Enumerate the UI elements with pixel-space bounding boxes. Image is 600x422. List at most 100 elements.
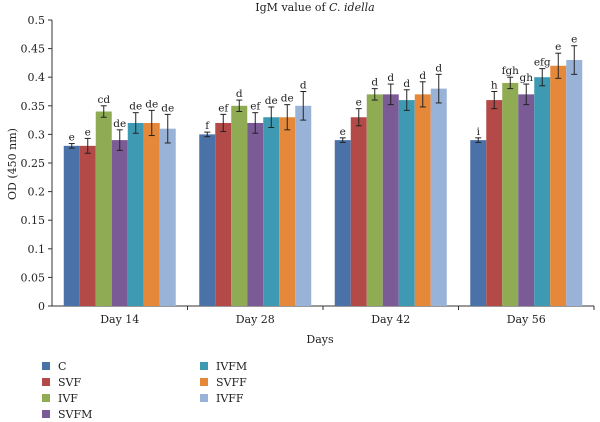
bar bbox=[399, 100, 415, 306]
bar bbox=[231, 106, 247, 306]
significance-label: cd bbox=[97, 94, 110, 106]
bar bbox=[415, 94, 431, 306]
bar bbox=[502, 83, 518, 306]
y-tick-label: 0.05 bbox=[21, 271, 46, 284]
legend-label: SVFM bbox=[58, 408, 92, 421]
bar bbox=[534, 77, 550, 306]
significance-label: de bbox=[281, 93, 294, 105]
significance-label: e bbox=[69, 132, 75, 144]
chart-title-prefix: IgM value of bbox=[255, 1, 329, 14]
y-tick-label: 0.4 bbox=[28, 71, 46, 84]
bar bbox=[486, 100, 502, 306]
legend-label: C bbox=[58, 360, 66, 373]
chart-title: IgM value of C. idella bbox=[255, 1, 374, 14]
legend-swatch bbox=[42, 362, 50, 370]
significance-label: d bbox=[403, 78, 410, 90]
y-tick-label: 0.45 bbox=[21, 43, 46, 56]
legend-item: SVF bbox=[42, 376, 81, 389]
bar bbox=[128, 123, 144, 306]
legend-swatch bbox=[200, 378, 208, 386]
bar bbox=[550, 66, 566, 306]
bar bbox=[351, 117, 367, 306]
significance-label: gh bbox=[520, 72, 534, 84]
significance-label: d bbox=[387, 72, 394, 84]
legend-label: SVF bbox=[58, 376, 81, 389]
legend-item: IVFF bbox=[200, 392, 244, 405]
y-tick-label: 0.25 bbox=[21, 157, 46, 170]
chart: IgM value of C. idella 0 0.05 0.1 0.15 0.2 0.… bbox=[0, 0, 600, 422]
bar bbox=[470, 140, 486, 306]
legend: C SVF IVF SVFM IVFM SVFF IVFF bbox=[42, 360, 247, 421]
bar bbox=[295, 106, 311, 306]
y-tick-label: 0.5 bbox=[28, 14, 46, 27]
significance-label: de bbox=[129, 101, 142, 113]
plot-area: 0 0.05 0.1 0.15 0.2 0.25 0.3 0.35 0.4 0.45 0.5 Day … bbox=[21, 14, 595, 326]
chart-title-species: C. idella bbox=[329, 1, 375, 14]
y-tick-label: 0.15 bbox=[21, 214, 46, 227]
legend-label: IVF bbox=[58, 392, 78, 405]
significance-label: e bbox=[571, 34, 577, 46]
legend-label: SVFF bbox=[216, 376, 247, 389]
bar bbox=[518, 94, 534, 306]
legend-swatch bbox=[200, 394, 208, 402]
bar bbox=[64, 146, 80, 306]
significance-label: de bbox=[113, 118, 126, 130]
y-tick-label: 0 bbox=[38, 300, 45, 313]
significance-label: de bbox=[161, 102, 174, 114]
x-axis-title: Days bbox=[306, 333, 334, 346]
significance-label: d bbox=[300, 80, 307, 92]
x-tick-label: Day 42 bbox=[371, 313, 410, 326]
legend-label: IVFF bbox=[216, 392, 244, 405]
bar bbox=[279, 117, 295, 306]
significance-label: d bbox=[419, 70, 426, 82]
legend-item: C bbox=[42, 360, 66, 373]
bar bbox=[247, 123, 263, 306]
significance-label: e bbox=[340, 126, 346, 138]
x-tick-label: Day 14 bbox=[100, 313, 139, 326]
significance-label: e bbox=[85, 126, 91, 138]
bar bbox=[383, 94, 399, 306]
legend-swatch bbox=[42, 410, 50, 418]
bar bbox=[199, 134, 215, 306]
significance-label: efg bbox=[534, 57, 551, 69]
significance-label: d bbox=[435, 62, 442, 74]
bar bbox=[566, 60, 582, 306]
bar bbox=[431, 89, 447, 306]
x-tick-label: Day 56 bbox=[507, 313, 546, 326]
bar bbox=[96, 112, 112, 306]
y-tick-label: 0.3 bbox=[28, 128, 46, 141]
bar bbox=[80, 146, 96, 306]
significance-label: ef bbox=[218, 102, 229, 114]
significance-label: i bbox=[477, 126, 481, 138]
legend-swatch bbox=[200, 362, 208, 370]
significance-label: de bbox=[145, 98, 158, 110]
y-tick-label: 0.35 bbox=[21, 100, 46, 113]
legend-item: SVFM bbox=[42, 408, 92, 421]
bar bbox=[160, 129, 176, 306]
legend-swatch bbox=[42, 394, 50, 402]
bar bbox=[215, 123, 231, 306]
significance-label: e bbox=[356, 97, 362, 109]
significance-label: f bbox=[205, 120, 210, 132]
bar bbox=[112, 140, 128, 306]
legend-label: IVFM bbox=[216, 360, 247, 373]
significance-label: de bbox=[265, 95, 278, 107]
y-axis-title: OD (450 nm) bbox=[6, 128, 19, 200]
significance-label: e bbox=[555, 41, 561, 53]
legend-item: SVFF bbox=[200, 376, 247, 389]
y-tick-label: 0.1 bbox=[28, 243, 46, 256]
significance-label: d bbox=[371, 77, 378, 89]
significance-label: ef bbox=[250, 101, 261, 113]
bar bbox=[144, 123, 160, 306]
legend-swatch bbox=[42, 378, 50, 386]
bar bbox=[367, 94, 383, 306]
significance-label: h bbox=[491, 80, 498, 92]
y-tick-label: 0.2 bbox=[28, 186, 46, 199]
significance-label: fgh bbox=[502, 65, 520, 77]
x-tick-label: Day 28 bbox=[236, 313, 275, 326]
bar bbox=[335, 140, 351, 306]
legend-item: IVF bbox=[42, 392, 78, 405]
significance-label: d bbox=[236, 88, 243, 100]
legend-item: IVFM bbox=[200, 360, 247, 373]
bar bbox=[263, 117, 279, 306]
